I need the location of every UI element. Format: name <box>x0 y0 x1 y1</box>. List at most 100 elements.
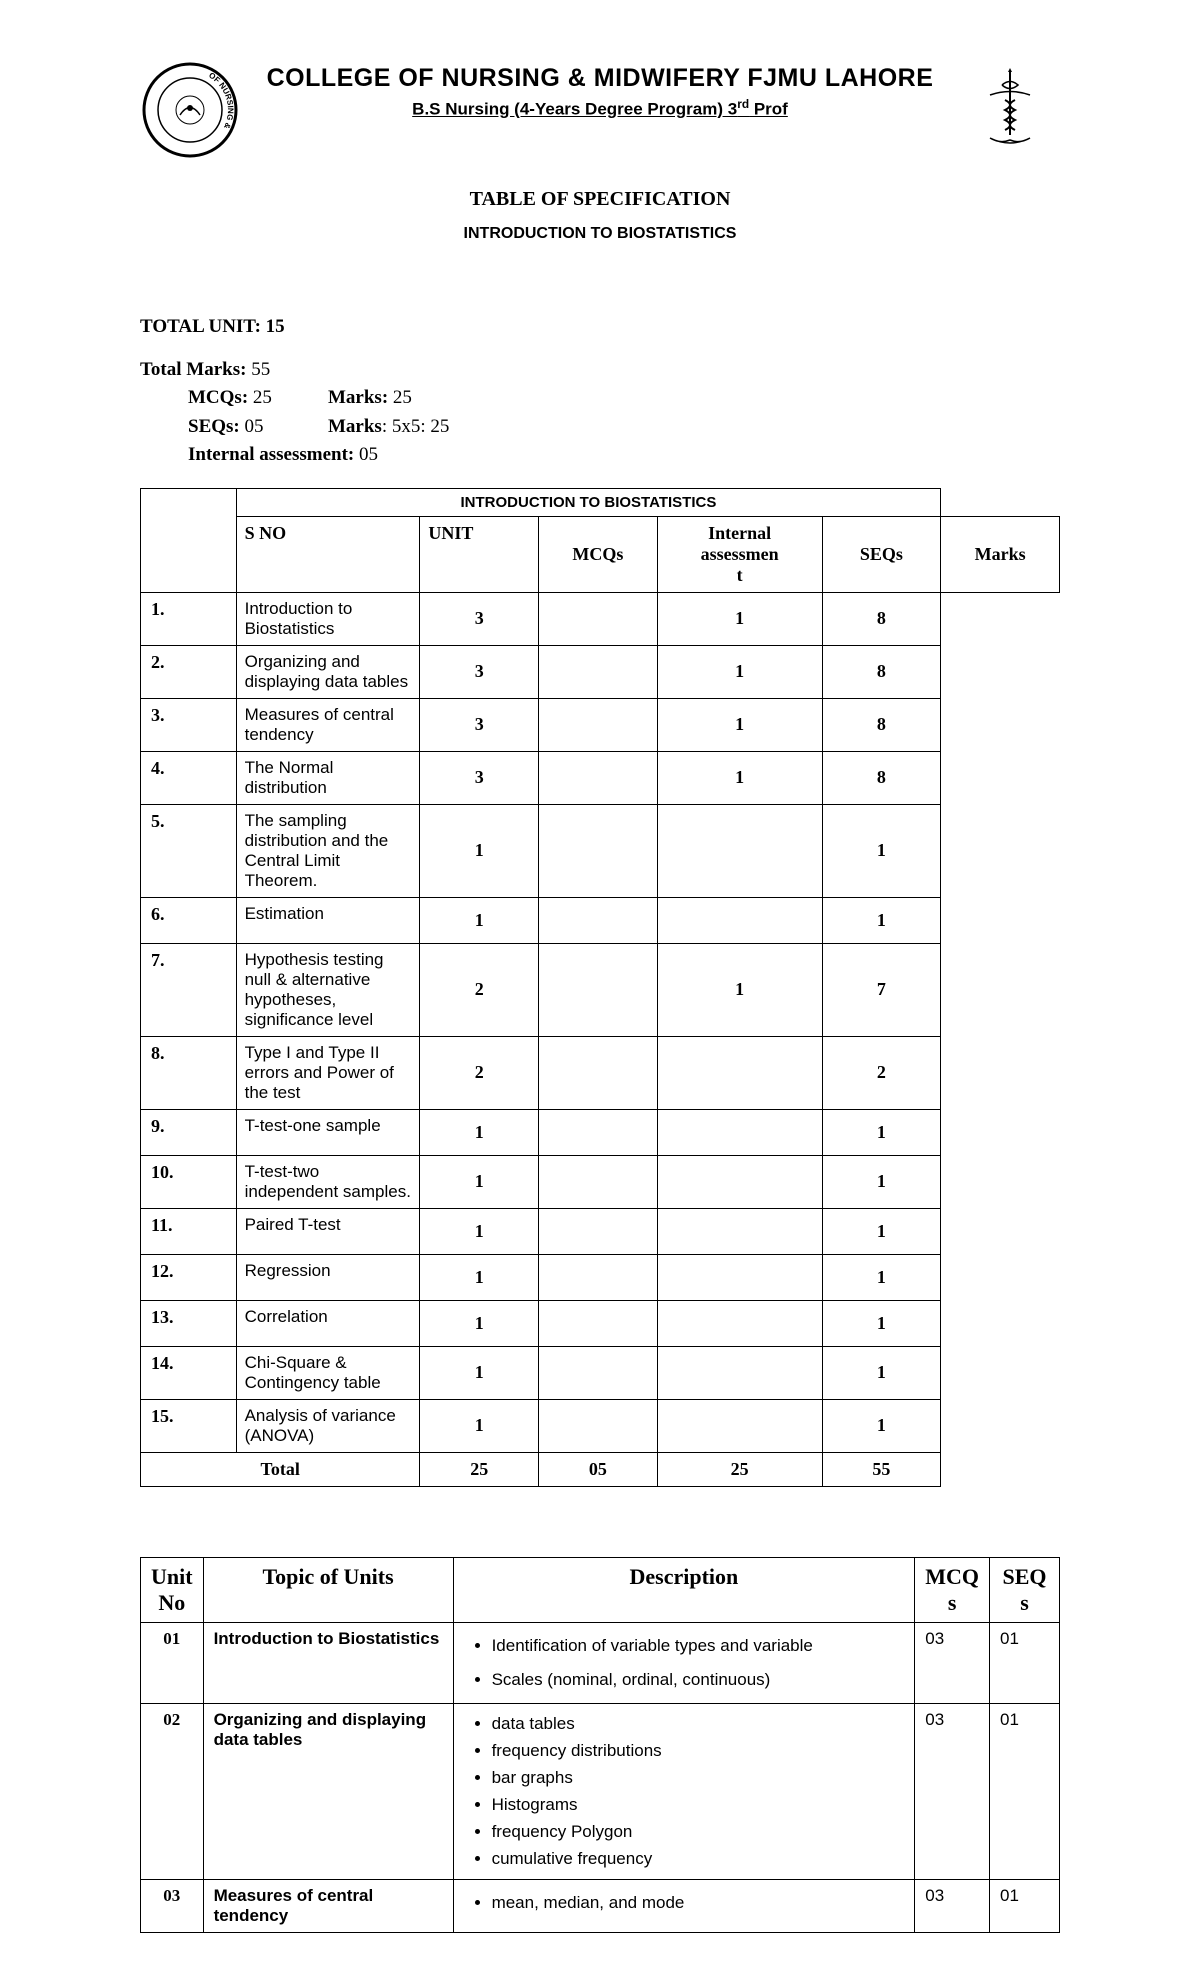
spec-total-marks: 55 <box>822 1452 941 1486</box>
spec-total-internal: 05 <box>539 1452 658 1486</box>
row-unit: T-test-one sample <box>236 1109 420 1155</box>
row-seqs: 1 <box>657 592 822 645</box>
row-mcqs: 1 <box>420 1208 539 1254</box>
row-unit: Hypothesis testing null & alternative hy… <box>236 943 420 1036</box>
row-mcqs: 1 <box>420 1399 539 1452</box>
topics-header-mcq: MCQs <box>915 1557 990 1622</box>
row-marks: 1 <box>822 1254 941 1300</box>
total-marks-value: 55 <box>251 359 270 380</box>
row-seqs <box>657 1300 822 1346</box>
row-sno: 11. <box>141 1208 237 1254</box>
row-unit: Paired T-test <box>236 1208 420 1254</box>
row-seqs: 1 <box>657 943 822 1036</box>
mcqs-marks-label: Marks: <box>328 387 388 408</box>
spec-header-sno: S NO <box>236 516 420 592</box>
row-mcqs: 2 <box>420 943 539 1036</box>
row-marks: 1 <box>822 1109 941 1155</box>
mcqs-label: MCQs: <box>188 387 248 408</box>
row-internal <box>539 698 658 751</box>
meta-block: TOTAL UNIT: 15 Total Marks: 55 MCQs: 25 … <box>140 313 1060 470</box>
table-row: 6.Estimation11 <box>141 897 1060 943</box>
seqs-label: SEQs: <box>188 416 240 437</box>
row-unit: Measures of central tendency <box>236 698 420 751</box>
table-row: 3.Measures of central tendency318 <box>141 698 1060 751</box>
row-mcqs: 3 <box>420 592 539 645</box>
row-sno: 8. <box>141 1036 237 1109</box>
row-marks: 1 <box>822 897 941 943</box>
row-seqs: 1 <box>657 645 822 698</box>
row-unit: The Normal distribution <box>236 751 420 804</box>
row-internal <box>539 1208 658 1254</box>
program-subtitle: B.S Nursing (4-Years Degree Program) 3rd… <box>240 97 960 120</box>
table-row: 13.Correlation11 <box>141 1300 1060 1346</box>
topics-table: UnitNo Topic of Units Description MCQs S… <box>140 1557 1060 1933</box>
table-row: 03Measures of central tendencymean, medi… <box>141 1879 1060 1932</box>
row-internal <box>539 592 658 645</box>
row-mcqs: 3 <box>420 751 539 804</box>
row-mcqs: 1 <box>420 1346 539 1399</box>
row-marks: 7 <box>822 943 941 1036</box>
row-sno: 10. <box>141 1155 237 1208</box>
row-marks: 1 <box>822 1399 941 1452</box>
topic-title: Introduction to Biostatistics <box>203 1622 453 1703</box>
row-seqs <box>657 1254 822 1300</box>
desc-item: Histograms <box>492 1791 905 1818</box>
college-seal-icon: OF NURSING & <box>140 60 240 160</box>
total-marks-label: Total Marks: <box>140 359 246 380</box>
row-mcqs: 3 <box>420 698 539 751</box>
table-row: 12.Regression11 <box>141 1254 1060 1300</box>
table-row: 02Organizing and displaying data tablesd… <box>141 1703 1060 1879</box>
table-row: 2.Organizing and displaying data tables3… <box>141 645 1060 698</box>
college-title: COLLEGE OF NURSING & MIDWIFERY FJMU LAHO… <box>240 64 960 93</box>
row-marks: 2 <box>822 1036 941 1109</box>
row-unit: Type I and Type II errors and Power of t… <box>236 1036 420 1109</box>
desc-item: cumulative frequency <box>492 1845 905 1872</box>
row-seqs <box>657 1399 822 1452</box>
row-unit: Organizing and displaying data tables <box>236 645 420 698</box>
seqs-count: 05 <box>245 416 264 437</box>
row-sno: 6. <box>141 897 237 943</box>
row-marks: 8 <box>822 645 941 698</box>
topic-no: 02 <box>141 1703 204 1879</box>
spec-header-internal: Internalassessment <box>657 516 822 592</box>
row-sno: 7. <box>141 943 237 1036</box>
section-title: TABLE OF SPECIFICATION <box>140 188 1060 211</box>
row-sno: 5. <box>141 804 237 897</box>
table-row: 15.Analysis of variance (ANOVA)11 <box>141 1399 1060 1452</box>
row-unit: Chi-Square & Contingency table <box>236 1346 420 1399</box>
row-unit: The sampling distribution and the Centra… <box>236 804 420 897</box>
row-unit: Correlation <box>236 1300 420 1346</box>
total-unit-value: 15 <box>266 316 285 337</box>
topic-mcq: 03 <box>915 1879 990 1932</box>
row-unit: T-test-two independent samples. <box>236 1155 420 1208</box>
table-row: 11.Paired T-test11 <box>141 1208 1060 1254</box>
row-sno: 14. <box>141 1346 237 1399</box>
row-marks: 1 <box>822 1300 941 1346</box>
total-unit-label: TOTAL UNIT: <box>140 316 261 337</box>
table-row: 4.The Normal distribution318 <box>141 751 1060 804</box>
topics-header-seq: SEQs <box>990 1557 1060 1622</box>
row-sno: 12. <box>141 1254 237 1300</box>
table-row: 7.Hypothesis testing null & alternative … <box>141 943 1060 1036</box>
row-mcqs: 1 <box>420 897 539 943</box>
row-unit: Introduction to Biostatistics <box>236 592 420 645</box>
topic-seq: 01 <box>990 1879 1060 1932</box>
row-seqs: 1 <box>657 751 822 804</box>
mcqs-count: 25 <box>253 387 272 408</box>
topic-no: 01 <box>141 1622 204 1703</box>
spec-header-unit: UNIT <box>420 516 539 592</box>
topic-desc: Identification of variable types and var… <box>453 1622 915 1703</box>
seqs-marks-label: Marks <box>328 416 382 437</box>
row-mcqs: 2 <box>420 1036 539 1109</box>
spec-total-label: Total <box>141 1452 420 1486</box>
row-sno: 3. <box>141 698 237 751</box>
specification-table: INTRODUCTION TO BIOSTATISTICS S NO UNIT … <box>140 488 1060 1487</box>
row-mcqs: 1 <box>420 804 539 897</box>
row-seqs <box>657 1036 822 1109</box>
table-row: 8.Type I and Type II errors and Power of… <box>141 1036 1060 1109</box>
topics-header-desc: Description <box>453 1557 915 1622</box>
row-internal <box>539 943 658 1036</box>
topic-desc: mean, median, and mode <box>453 1879 915 1932</box>
row-mcqs: 1 <box>420 1300 539 1346</box>
topic-title: Organizing and displaying data tables <box>203 1703 453 1879</box>
